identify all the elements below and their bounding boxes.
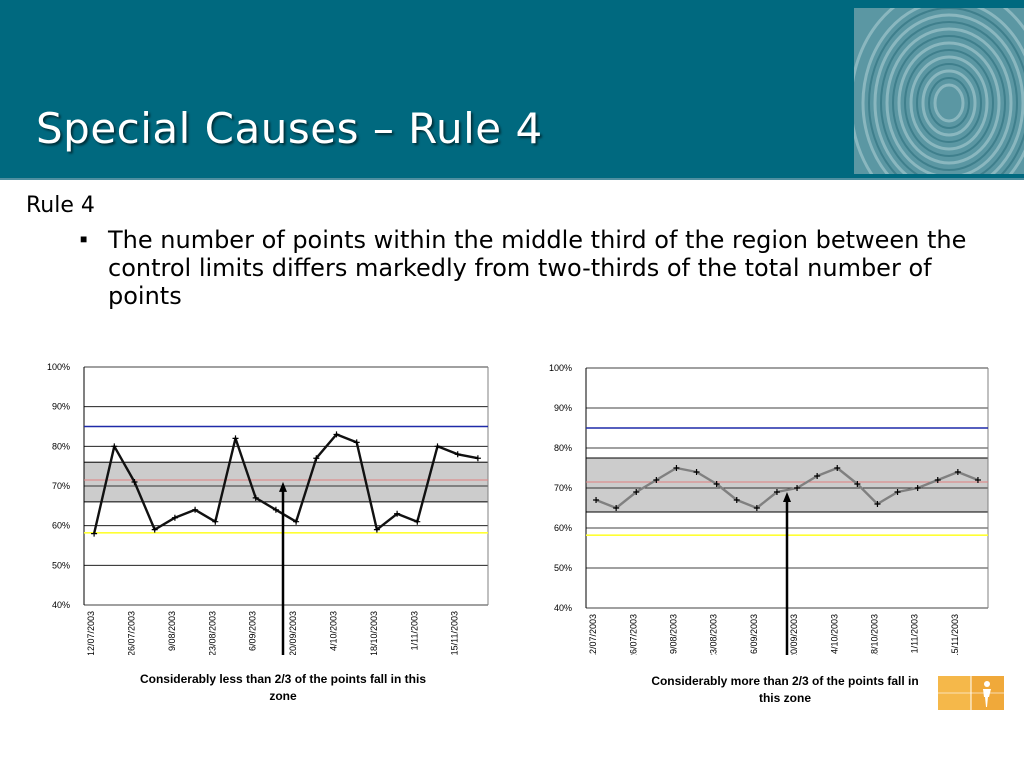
data-point bbox=[894, 489, 901, 495]
rule-description: The number of points within the middle t… bbox=[108, 226, 967, 310]
y-tick-label: 90% bbox=[52, 402, 70, 412]
caption-right: Considerably more than 2/3 of the points… bbox=[651, 674, 919, 705]
data-point bbox=[814, 473, 821, 479]
data-point bbox=[454, 451, 461, 458]
title-bar-divider bbox=[0, 178, 1024, 180]
x-tick-label: 23/08/2003 bbox=[207, 611, 217, 655]
data-point bbox=[613, 505, 620, 511]
x-tick-label: 26/07/2003 bbox=[127, 611, 137, 655]
title-bar bbox=[0, 0, 1024, 178]
data-point bbox=[272, 506, 279, 513]
y-tick-label: 40% bbox=[554, 603, 572, 613]
caption-left: Considerably less than 2/3 of the points… bbox=[139, 672, 427, 703]
data-point bbox=[151, 526, 158, 533]
y-tick-label: 60% bbox=[52, 521, 70, 531]
data-point bbox=[653, 477, 660, 483]
y-tick-label: 70% bbox=[554, 483, 572, 493]
data-point bbox=[252, 494, 259, 501]
data-point bbox=[131, 479, 138, 486]
data-point bbox=[794, 485, 801, 491]
y-tick-label: 70% bbox=[52, 481, 70, 491]
x-tick-label: 26/07/2003 bbox=[628, 614, 638, 655]
x-tick-label: 6/09/2003 bbox=[749, 614, 759, 654]
fingerprint-icon bbox=[854, 8, 1024, 174]
data-point bbox=[954, 469, 961, 475]
y-tick-label: 50% bbox=[52, 560, 70, 570]
data-point bbox=[353, 439, 360, 446]
data-point bbox=[313, 455, 320, 462]
x-tick-label: 4/10/2003 bbox=[329, 611, 339, 651]
data-point bbox=[673, 465, 680, 471]
series-line bbox=[595, 466, 979, 510]
data-point bbox=[414, 518, 421, 525]
y-tick-label: 80% bbox=[52, 441, 70, 451]
data-point bbox=[293, 518, 300, 525]
data-point bbox=[593, 497, 600, 503]
bullet-icon: ■ bbox=[80, 232, 88, 246]
data-point bbox=[373, 526, 380, 533]
data-point bbox=[232, 435, 239, 442]
x-tick-label: 1/11/2003 bbox=[910, 614, 920, 653]
x-tick-label: 9/08/2003 bbox=[167, 611, 177, 651]
x-tick-label: 4/10/2003 bbox=[829, 614, 839, 654]
y-tick-label: 100% bbox=[549, 363, 572, 373]
slide-title: Special Causes – Rule 4 bbox=[36, 104, 543, 153]
x-tick-label: 23/08/2003 bbox=[709, 614, 719, 655]
x-tick-label: 15/11/2003 bbox=[450, 611, 460, 655]
x-tick-label: 12/07/2003 bbox=[588, 614, 598, 655]
data-point bbox=[171, 514, 178, 521]
x-tick-label: 9/08/2003 bbox=[668, 614, 678, 654]
arrow-head bbox=[783, 492, 791, 502]
data-point bbox=[733, 497, 740, 503]
control-chart-left: 100% 90% 80% 70% 60% 50% 40% 12/07/2003 26/07/20… bbox=[47, 362, 489, 655]
data-point bbox=[633, 489, 640, 495]
x-tick-label: 18/10/2003 bbox=[369, 611, 379, 655]
data-point bbox=[753, 505, 760, 511]
data-point bbox=[713, 481, 720, 487]
data-point bbox=[111, 443, 118, 450]
person-icon bbox=[938, 676, 1004, 710]
data-point bbox=[434, 443, 441, 450]
data-point bbox=[934, 477, 941, 483]
x-tick-label: 1/11/2003 bbox=[409, 611, 419, 650]
x-tick-label: 18/10/2003 bbox=[869, 614, 879, 655]
x-tick-label: 20/09/2003 bbox=[789, 614, 799, 655]
x-tick-label: 12/07/2003 bbox=[86, 611, 96, 655]
x-tick-label: 15/11/2003 bbox=[950, 614, 960, 655]
rule-heading: Rule 4 bbox=[26, 193, 95, 218]
data-point bbox=[914, 485, 921, 491]
data-point bbox=[91, 530, 98, 537]
y-tick-label: 100% bbox=[47, 362, 70, 372]
data-point bbox=[974, 477, 981, 483]
data-point bbox=[773, 489, 780, 495]
data-point bbox=[474, 455, 481, 462]
data-point bbox=[394, 510, 401, 517]
y-tick-label: 50% bbox=[554, 563, 572, 573]
y-tick-label: 40% bbox=[52, 600, 70, 610]
x-tick-label: 6/09/2003 bbox=[248, 611, 258, 651]
y-tick-label: 60% bbox=[554, 523, 572, 533]
x-tick-label: 20/09/2003 bbox=[288, 611, 298, 655]
data-point bbox=[854, 481, 861, 487]
data-point bbox=[834, 465, 841, 471]
data-point bbox=[212, 518, 219, 525]
data-point bbox=[333, 431, 340, 438]
y-tick-label: 90% bbox=[554, 403, 572, 413]
arrow-head bbox=[279, 481, 287, 492]
data-point bbox=[874, 501, 881, 507]
data-point bbox=[693, 469, 700, 475]
data-point bbox=[192, 506, 199, 513]
series-line bbox=[92, 433, 479, 534]
middle-third-zone bbox=[83, 461, 489, 503]
y-tick-label: 80% bbox=[554, 443, 572, 453]
control-chart-right: 100% 90% 80% 70% 60% 50% 40% 12/07/2003 26/07/20… bbox=[549, 363, 989, 655]
